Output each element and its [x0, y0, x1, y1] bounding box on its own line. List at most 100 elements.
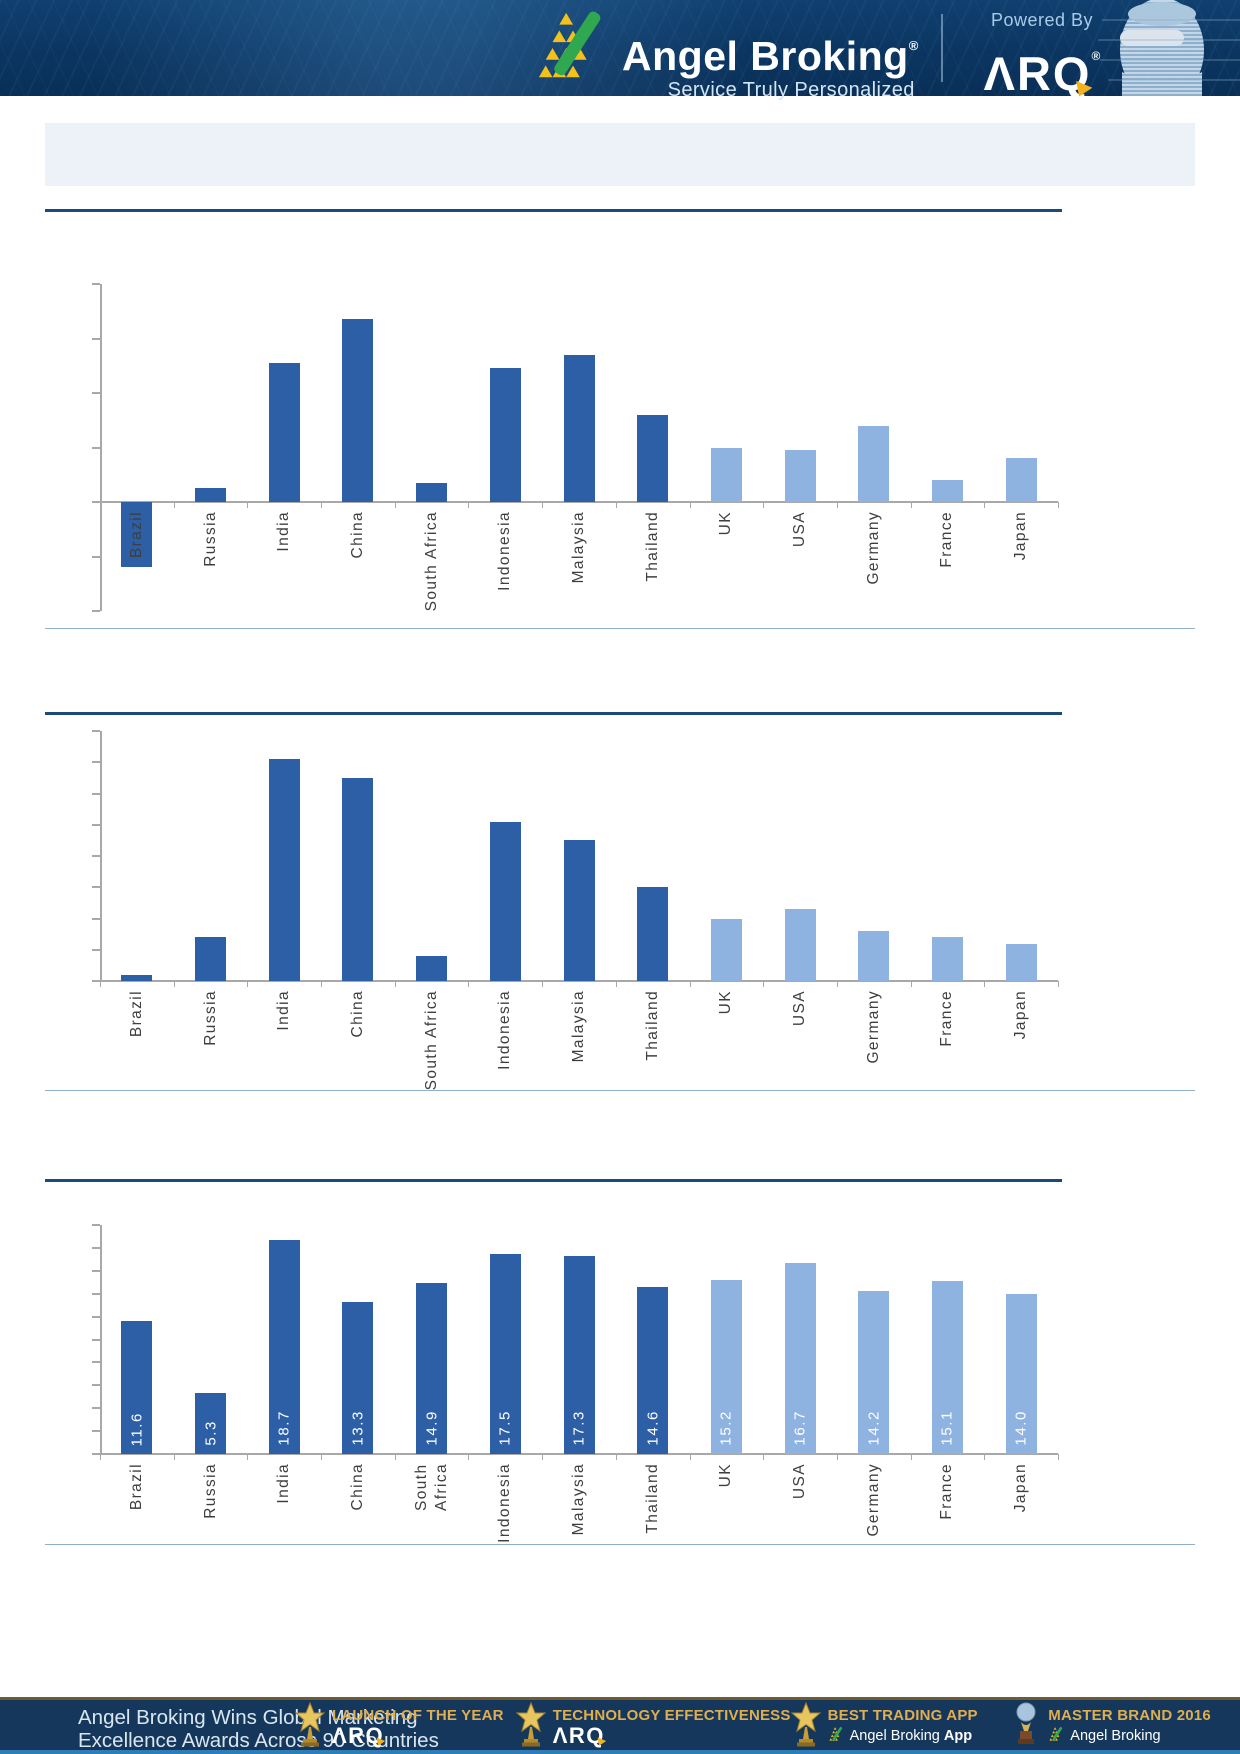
award-text: BEST TRADING APP Angel Broking App: [828, 1707, 978, 1747]
powered-by-label: Powered By: [990, 10, 1094, 30]
x-label-brazil: Brazil: [127, 511, 145, 559]
y-axis-tick: [92, 917, 100, 920]
bar-indonesia: [489, 368, 521, 502]
bar-japan: [1005, 458, 1037, 502]
bar-chart-2: Brazil Russia India China South Africa Indone…: [92, 730, 1059, 1090]
x-axis-tick: [689, 502, 691, 508]
powered-by-arq-logo: Powered By ΛRQ®: [962, 10, 1122, 99]
x-axis-tick: [910, 502, 912, 508]
x-label-malaysia: Malaysia: [570, 511, 587, 584]
title-banner: [45, 123, 1195, 186]
x-axis-tick: [542, 502, 544, 508]
x-axis-tick: [615, 502, 617, 508]
y-axis-tick: [92, 886, 100, 889]
bar-india: [268, 1239, 300, 1454]
x-axis-tick: [910, 981, 912, 987]
x-axis-tick: [173, 981, 175, 987]
page-header: Angel Broking® Service Truly Personalize…: [0, 0, 1240, 101]
x-axis-tick: [247, 981, 249, 987]
x-axis-tick: [836, 502, 838, 508]
bar-value-label: 16.7: [791, 1410, 809, 1446]
x-label-usa: USA: [791, 511, 809, 548]
x-axis-line: [100, 501, 1058, 503]
y-axis-tick: [92, 730, 100, 732]
x-label-china: China: [348, 1463, 366, 1511]
award-title: BEST TRADING APP: [827, 1706, 978, 1724]
bar-value-label: 18.7: [275, 1410, 293, 1446]
x-axis-tick: [173, 1454, 175, 1460]
x-axis-tick: [100, 981, 101, 987]
x-axis-tick: [763, 1454, 765, 1460]
bar-russia: [195, 937, 227, 981]
award-brand-line: Angel Broking App: [828, 1726, 978, 1747]
award-technology-effectiveness: TECHNOLOGY EFFECTIVENESS ΛRQ: [515, 1700, 791, 1753]
y-axis-tick: [92, 761, 100, 764]
bar-uk: [710, 918, 742, 981]
x-axis-tick: [542, 1454, 544, 1460]
x-axis-tick: [468, 981, 470, 987]
separator-line-1: [45, 628, 1195, 629]
x-label-indonesia: Indonesia: [496, 511, 514, 591]
bar-germany: [858, 931, 890, 981]
y-axis-tick: [92, 1338, 100, 1341]
y-axis: [100, 1225, 102, 1454]
star-trophy-icon: [790, 1701, 821, 1752]
x-label-indonesia: Indonesia: [496, 990, 514, 1070]
x-label-south-africa: South Africa: [412, 1463, 450, 1512]
y-axis-tick: [92, 501, 100, 503]
digital-head-graphic: [1062, 0, 1240, 96]
y-axis-tick: [92, 855, 100, 857]
x-axis-tick: [542, 981, 544, 987]
x-axis-tick: [100, 502, 101, 508]
x-label-brazil: Brazil: [127, 990, 145, 1038]
awards-footer: Angel Broking Wins Global Marketing Exce…: [0, 1697, 1240, 1754]
separator-line-3: [45, 1544, 1195, 1545]
x-axis-tick: [836, 1454, 838, 1460]
x-axis-tick: [1058, 1454, 1059, 1460]
award-text: LAUNCH OF THE YEAR ΛRQ: [332, 1707, 504, 1747]
x-label-india: India: [275, 511, 293, 552]
y-axis-tick: [92, 1430, 100, 1433]
angel-broking-logo: Angel Broking® Service Truly Personalize…: [534, 6, 919, 102]
x-label-india: India: [275, 1463, 293, 1504]
x-label-china: China: [348, 511, 366, 559]
x-label-malaysia: Malaysia: [570, 990, 587, 1063]
bar-south-africa: [416, 956, 448, 981]
x-label-thailand: Thailand: [643, 511, 661, 582]
bar-chart-1: Brazil Russia India China South Africa Indone…: [92, 283, 1059, 612]
x-axis-tick: [1058, 981, 1059, 987]
section-rule-1: [45, 209, 1062, 212]
x-axis-line: [100, 980, 1058, 982]
bar-germany: [858, 425, 890, 502]
x-axis-tick: [1058, 502, 1059, 508]
award-best-trading-app: BEST TRADING APP Angel Broking App: [790, 1700, 1012, 1753]
x-label-germany: Germany: [864, 511, 882, 585]
globe-trophy-icon: [1011, 1701, 1041, 1752]
bar-value-label: 5.3: [202, 1420, 220, 1446]
bar-value-label: 14.6: [644, 1410, 662, 1446]
x-label-thailand: Thailand: [643, 990, 661, 1061]
y-axis-tick: [92, 1246, 100, 1249]
x-label-russia: Russia: [201, 511, 219, 567]
y-axis-tick: [92, 1453, 100, 1455]
bar-russia: [195, 488, 227, 502]
bar-germany: [858, 1291, 890, 1454]
y-axis-tick: [92, 1292, 100, 1295]
x-axis-tick: [394, 502, 396, 508]
x-label-indonesia: Indonesia: [496, 1463, 514, 1543]
brand-tagline: Service Truly Personalized: [667, 79, 915, 101]
bar-value-label: 14.2: [865, 1410, 883, 1446]
bar-south-africa: [416, 1283, 448, 1454]
x-axis-tick: [468, 502, 470, 508]
x-label-france: France: [938, 990, 956, 1047]
x-axis-tick: [321, 1454, 323, 1460]
x-axis-tick: [836, 981, 838, 987]
x-axis-tick: [247, 502, 249, 508]
x-axis-tick: [394, 1454, 396, 1460]
y-axis-tick: [92, 823, 100, 826]
x-axis-tick: [689, 981, 691, 987]
bar-brazil: [121, 502, 153, 568]
star-trophy-icon: [515, 1701, 547, 1752]
registered-mark: ®: [908, 38, 919, 53]
x-label-malaysia: Malaysia: [570, 1463, 587, 1536]
